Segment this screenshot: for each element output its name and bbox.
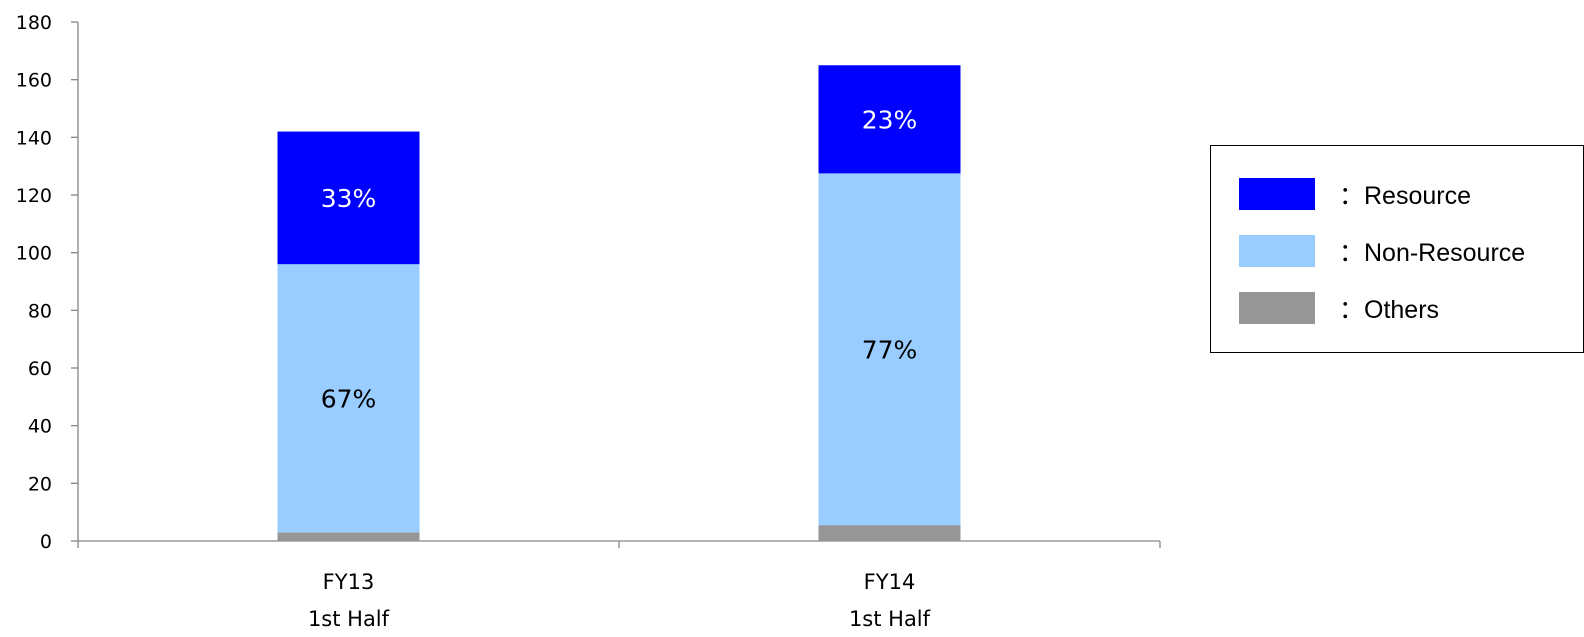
y-tick-label: 140 <box>16 127 52 149</box>
y-tick-label: 0 <box>40 531 52 553</box>
chart-bars <box>277 65 961 541</box>
bar-non-resource-0 <box>277 264 420 533</box>
y-tick-label: 180 <box>16 12 52 34</box>
legend-label-non-resource: ：Non-Resource <box>1339 239 1526 267</box>
chart-tick-labels: 0 20 40 60 80 100 120 140 160 180 FY13 1st Half FY14… <box>16 12 931 631</box>
y-tick-label: 160 <box>16 70 52 92</box>
bar-others-1 <box>818 525 961 541</box>
bar-resource-0 <box>277 131 420 265</box>
x-category-label: FY13 <box>323 570 375 594</box>
data-label-resource-1: 23% <box>862 105 918 134</box>
x-category-label: FY14 <box>864 570 916 594</box>
data-label-resource-0: 33% <box>321 184 377 213</box>
chart-legend: ：Resource ：Non-Resource ：Others <box>1210 145 1584 353</box>
y-tick-label: 60 <box>28 358 52 380</box>
data-label-non-resource-1: 77% <box>862 335 918 364</box>
bar-others-0 <box>277 532 420 541</box>
legend-swatch-resource <box>1239 178 1315 210</box>
legend-item-resource: ：Resource <box>1239 178 1471 210</box>
y-tick-label: 120 <box>16 185 52 207</box>
x-category-label: 1st Half <box>308 607 390 631</box>
y-tick-label: 100 <box>16 243 52 265</box>
y-tick-label: 40 <box>28 416 52 438</box>
bar-resource-1 <box>818 65 961 174</box>
chart-axes <box>71 21 1161 548</box>
legend-item-non-resource: ：Non-Resource <box>1239 235 1525 267</box>
chart-data-labels: 67% 33% 77% 23% <box>321 105 918 413</box>
legend-label-others: ：Others <box>1339 296 1440 324</box>
bar-non-resource-1 <box>818 173 961 526</box>
y-tick-label: 80 <box>28 300 52 322</box>
x-category-label: 1st Half <box>849 607 931 631</box>
data-label-non-resource-0: 67% <box>321 384 377 413</box>
y-tick-label: 20 <box>28 473 52 495</box>
legend-label-resource: ：Resource <box>1339 182 1471 210</box>
legend-swatch-non-resource <box>1239 235 1315 267</box>
legend-swatch-others <box>1239 292 1315 324</box>
legend-item-others: ：Others <box>1239 292 1439 324</box>
